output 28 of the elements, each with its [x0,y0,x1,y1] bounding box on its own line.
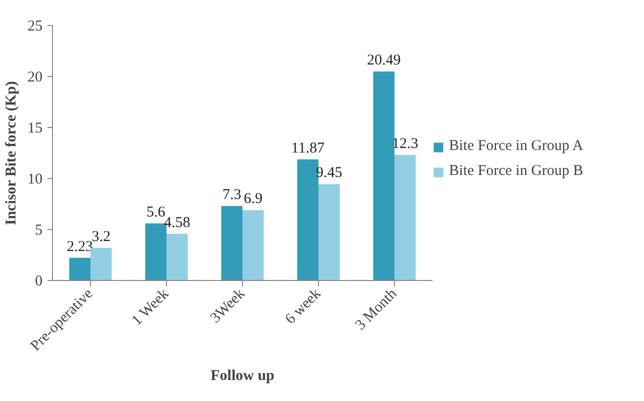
bar [297,159,318,280]
bar [318,184,340,280]
y-axis-title: Incisor Bite force (Kp) [4,81,20,226]
legend-label: Bite Force in Group A [449,138,584,155]
data-label: 7.3 [222,187,242,204]
data-label: 20.49 [366,52,401,68]
x-axis-title: Follow up [210,368,274,384]
bar [166,234,188,280]
bar [242,210,264,280]
y-tick-label: 0 [35,274,42,290]
legend-label: Bite Force in Group B [449,163,584,180]
data-label: 4.58 [164,214,190,231]
data-label: 5.6 [146,204,166,220]
data-label: 3.2 [92,228,111,245]
bar [394,155,416,280]
y-tick-label: 20 [28,70,42,86]
y-tick-label: 25 [28,18,42,34]
y-tick-label: 5 [35,222,42,238]
x-tick-label: 1 Week [129,286,172,329]
y-tick-label: 15 [28,120,42,136]
bar [90,248,112,280]
data-label: 11.87 [291,140,325,156]
y-tick-label: 10 [28,172,42,188]
data-label: 6.9 [244,191,263,208]
bar [221,206,242,280]
bar [69,258,90,280]
bar [373,72,394,280]
x-tick-label: 6 week [282,285,325,328]
